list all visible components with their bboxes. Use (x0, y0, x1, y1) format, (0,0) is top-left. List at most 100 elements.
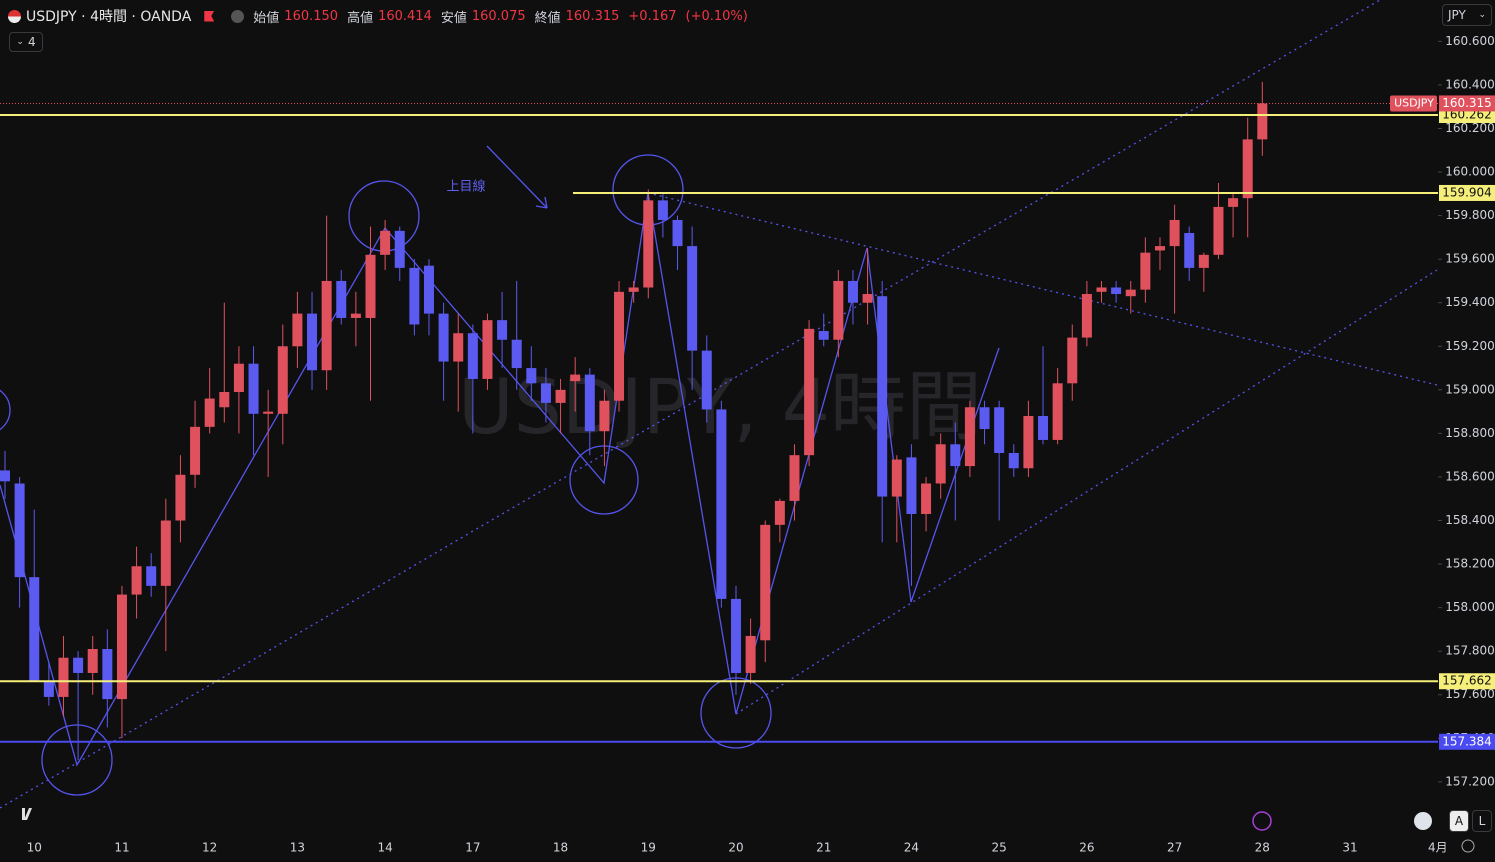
low-value: 160.075 (471, 8, 526, 24)
x-tick-label: 11 (114, 841, 129, 855)
y-tick-label: 158.400 (1445, 513, 1495, 527)
candle-body (540, 383, 551, 403)
y-tick-label: 159.400 (1445, 295, 1495, 309)
candle-body (921, 483, 932, 514)
candle-body (467, 333, 478, 379)
candle-body (614, 291, 625, 401)
candle-body (774, 500, 785, 525)
candle-body (847, 280, 858, 303)
candle-body (818, 331, 829, 340)
candle-body (1213, 206, 1224, 255)
candle-body (1038, 415, 1049, 440)
candle-body (599, 400, 610, 432)
candle-body (292, 313, 303, 347)
zigzag-line (0, 192, 1000, 767)
candle-body (497, 320, 508, 340)
status-icon (231, 9, 245, 23)
change-pct: (+0.10%) (685, 8, 748, 24)
x-tick-label: 21 (816, 841, 831, 855)
candle-body (175, 474, 186, 521)
price-label: 157.662 (1442, 674, 1492, 688)
y-tick-label: 160.600 (1445, 34, 1495, 48)
candle-body (453, 333, 464, 362)
candle-body (891, 459, 902, 497)
y-tick-label: 158.000 (1445, 600, 1495, 614)
candle-body (102, 649, 113, 700)
x-tick-label: 13 (290, 841, 305, 855)
candle-body (950, 444, 961, 467)
price-label: 157.384 (1442, 734, 1492, 748)
open-label: 始値 (253, 10, 280, 26)
y-tick-label: 159.800 (1445, 208, 1495, 222)
y-tick-label: 157.200 (1445, 774, 1495, 788)
candle-body (584, 374, 595, 432)
y-tick-label: 158.200 (1445, 557, 1495, 571)
candle-body (804, 328, 815, 456)
candle-body (1198, 254, 1209, 268)
candle-body (1023, 415, 1034, 469)
circle (0, 389, 11, 431)
x-tick-label: 27 (1167, 841, 1182, 855)
x-tick-label: 18 (553, 841, 568, 855)
symbol-box (1390, 95, 1437, 112)
y-tick-label: 158.600 (1445, 469, 1495, 483)
candle-body (1154, 246, 1165, 251)
log-button[interactable]: L (1472, 810, 1492, 832)
alert-icon[interactable] (1252, 811, 1272, 831)
candle-body (43, 681, 54, 697)
candle-body (672, 219, 683, 247)
currency: JPY (1448, 8, 1466, 22)
trend-line (647, 192, 1438, 386)
candle-body (628, 287, 639, 292)
candle-body (248, 363, 259, 414)
candle-body (73, 657, 84, 673)
x-tick-label: 12 (202, 841, 217, 855)
indicator-toggle[interactable]: ⌄ 4 (9, 32, 43, 52)
candle-body (1067, 337, 1078, 384)
currency-select[interactable]: JPY ⌄ (1442, 4, 1492, 26)
candle-body (87, 649, 98, 673)
flag (204, 10, 215, 22)
candle-body (789, 455, 800, 501)
y-tick-label: 160.400 (1445, 77, 1495, 91)
candle-body (1184, 233, 1195, 268)
candle-body (745, 635, 756, 673)
settings-icon[interactable] (1461, 839, 1475, 853)
arrow (486, 145, 548, 209)
candle-body (336, 280, 347, 318)
candle-body (219, 392, 230, 408)
candle-body (146, 566, 157, 586)
candle-body (657, 200, 668, 220)
flag-icon (1414, 812, 1432, 830)
change: +0.167 (628, 8, 677, 24)
x-tick-label: 31 (1342, 841, 1357, 855)
candle-body (1096, 287, 1107, 292)
candle-body (511, 339, 522, 369)
candle-body (321, 280, 332, 371)
candle-body (964, 407, 975, 467)
x-tick-label: 19 (641, 841, 656, 855)
symbol-label: USDJPY (1394, 96, 1434, 109)
close-value: 160.315 (565, 8, 620, 24)
candle-body (190, 426, 201, 475)
candle-body (570, 374, 581, 382)
channel-line (0, 0, 1381, 809)
logo (14, 808, 32, 820)
candle-body (380, 230, 391, 255)
high-value: 160.414 (378, 8, 432, 24)
candle-body (1257, 103, 1268, 140)
candle-body (263, 411, 274, 414)
x-tick-label: 4月 (1428, 841, 1448, 855)
symbol-icon (8, 9, 21, 23)
candle-body (701, 350, 712, 410)
candle-body (1140, 252, 1151, 290)
auto-button[interactable]: A (1449, 810, 1469, 832)
candle-body (350, 313, 361, 318)
x-tick-label: 17 (465, 841, 480, 855)
candle-body (409, 267, 420, 325)
candle-body (394, 230, 405, 268)
price-label-box (1439, 184, 1495, 201)
candle-body (979, 407, 990, 430)
y-tick-label: 159.000 (1445, 382, 1495, 396)
